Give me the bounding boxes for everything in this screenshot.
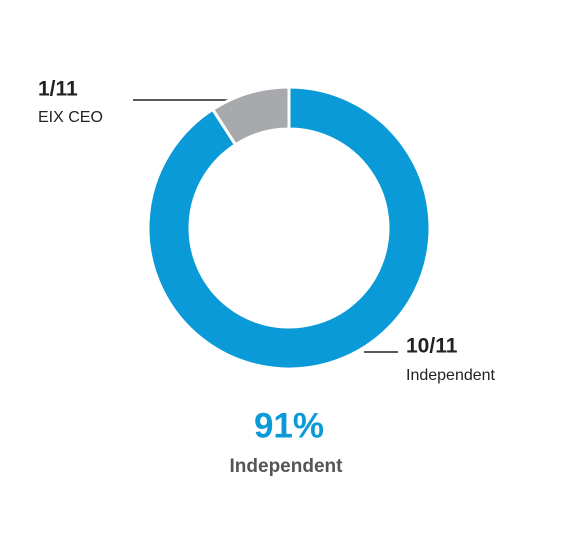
donut-slice bbox=[146, 85, 432, 371]
category-label: EIX CEO bbox=[38, 109, 103, 126]
value-label: 1/11 bbox=[38, 78, 78, 101]
category-label: Independent bbox=[406, 367, 496, 384]
donut-slice bbox=[210, 85, 291, 147]
center-subtitle: Independent bbox=[230, 456, 344, 477]
value-label: 10/11 bbox=[406, 335, 458, 358]
center-value: 91% bbox=[254, 406, 324, 445]
